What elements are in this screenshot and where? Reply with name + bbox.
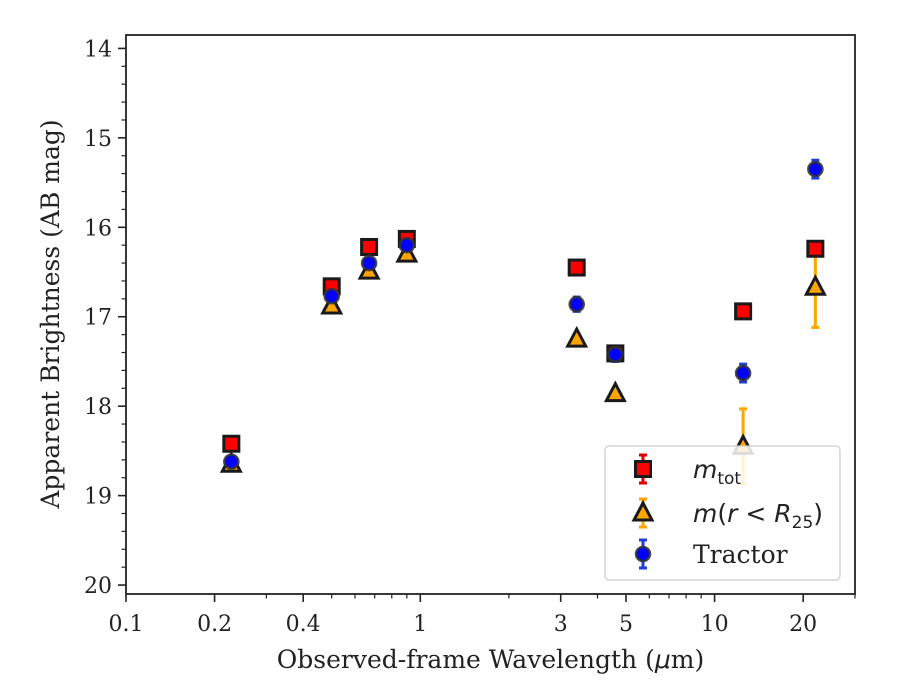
y-tick-label: 15 — [84, 127, 112, 152]
y-tick-label: 19 — [84, 485, 112, 510]
legend: mtot m(r < R25) Tractor — [604, 445, 841, 581]
point-tractor — [807, 160, 824, 178]
y-tick-label: 20 — [84, 574, 112, 599]
y-tick-label: 17 — [84, 306, 112, 331]
x-axis-ticks: 0.1 0.2 0.4 1 3 5 10 20 — [109, 594, 856, 637]
point-tractor — [568, 295, 586, 313]
legend-marker-tractor — [634, 545, 652, 563]
legend-marker-mtot — [634, 460, 652, 478]
point-tractor — [398, 236, 416, 254]
x-tick-label: 0.2 — [197, 612, 232, 637]
point-tractor — [734, 364, 752, 382]
point-tractor — [607, 346, 624, 363]
y-tick-label: 18 — [84, 395, 112, 420]
legend-symbols — [631, 453, 655, 570]
point-mtot — [734, 302, 753, 321]
point-mtot — [222, 434, 241, 453]
point-tractor — [323, 287, 341, 305]
x-tick-label: 0.1 — [109, 612, 144, 637]
legend-marker-mr25 — [631, 499, 655, 522]
point-mtot — [360, 237, 379, 256]
x-axis-label: Observed-frame Wavelength (μm) — [277, 645, 704, 674]
point-mtot — [567, 258, 586, 277]
legend-box — [604, 445, 841, 581]
point-mr25 — [320, 292, 344, 315]
x-tick-label: 1 — [413, 612, 427, 637]
legend-label-mtot: mtot — [693, 455, 741, 489]
point-tractor — [223, 453, 240, 470]
data-markers — [219, 160, 827, 473]
plot-frame — [125, 34, 856, 595]
x-tick-label: 3 — [554, 612, 568, 637]
y-axis-label: Apparent Brightness (AB mag) — [36, 119, 65, 509]
x-tick-label: 5 — [619, 612, 633, 637]
point-mr25 — [565, 325, 589, 348]
legend-label-mr25: m(r < R25) — [693, 499, 823, 533]
x-tick-label: 0.4 — [286, 612, 321, 637]
point-mr25 — [803, 274, 827, 296]
legend-label-tractor: Tractor — [693, 540, 788, 569]
point-mr25 — [603, 380, 627, 403]
point-mtot — [806, 239, 825, 258]
y-axis-ticks: 14 15 16 17 18 19 20 — [84, 37, 126, 599]
y-tick-label: 16 — [84, 216, 112, 241]
point-tractor — [360, 254, 378, 272]
y-tick-label: 14 — [84, 37, 112, 62]
x-tick-label: 10 — [701, 612, 729, 637]
x-tick-label: 20 — [789, 612, 817, 637]
